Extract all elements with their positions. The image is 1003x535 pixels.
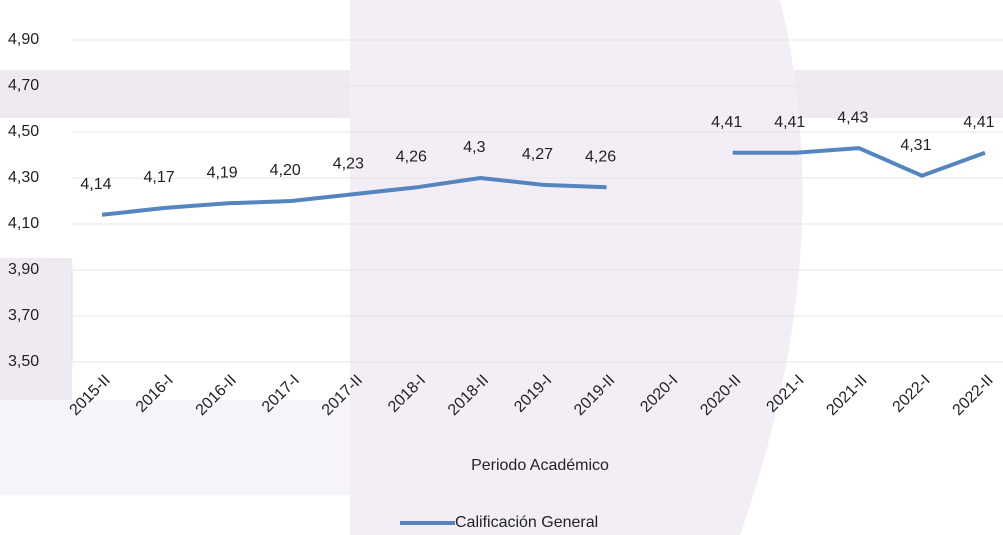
x-tick-label: 2022-II <box>950 372 997 419</box>
data-label: 4,20 <box>270 162 301 179</box>
data-label: 4,31 <box>900 137 931 154</box>
y-tick-label: 3,70 <box>8 307 39 324</box>
data-label: 4,19 <box>207 165 238 182</box>
data-label: 4,41 <box>963 114 994 131</box>
y-tick-label: 4,70 <box>8 77 39 94</box>
data-label: 4,17 <box>143 169 174 186</box>
data-label: 4,26 <box>396 148 427 165</box>
y-tick-label: 4,50 <box>8 123 39 140</box>
y-tick-label: 3,90 <box>8 261 39 278</box>
data-label: 4,3 <box>463 139 485 156</box>
legend-label: Calificación General <box>455 514 598 531</box>
y-tick-label: 4,90 <box>8 31 39 48</box>
data-label: 4,41 <box>774 114 805 131</box>
y-tick-label: 3,50 <box>8 353 39 370</box>
data-label: 4,43 <box>837 109 868 126</box>
series-line <box>101 146 986 217</box>
x-tick-label: 2022-I <box>890 372 934 416</box>
data-label: 4,26 <box>585 148 616 165</box>
x-tick-label: 2021-II <box>823 372 870 419</box>
x-axis-title: Periodo Académico <box>471 457 609 474</box>
data-label: 4,14 <box>80 176 111 193</box>
data-label: 4,27 <box>522 146 553 163</box>
y-tick-label: 4,30 <box>8 169 39 186</box>
data-label: 4,23 <box>333 155 364 172</box>
y-tick-label: 4,10 <box>8 215 39 232</box>
data-label: 4,41 <box>711 114 742 131</box>
